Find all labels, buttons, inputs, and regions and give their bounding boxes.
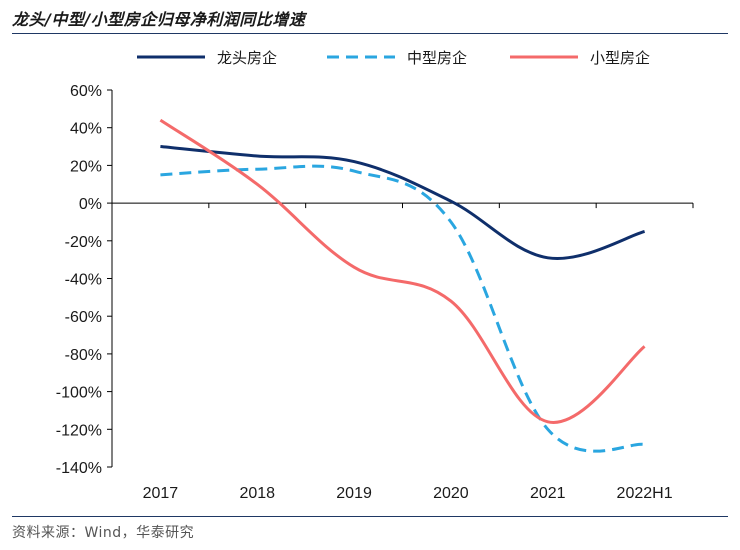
series-line-medium xyxy=(160,164,645,453)
y-tick-label: 60% xyxy=(70,83,102,100)
x-tick-label: 2022H1 xyxy=(617,485,673,502)
y-tick-label: -120% xyxy=(56,422,102,439)
axes: 60% 40% 20% 0% -20% -40% -60% -80% -100% -120% -14… xyxy=(56,83,694,502)
source-note: 资料来源：Wind，华泰研究 xyxy=(12,525,195,541)
legend-label: 小型房企 xyxy=(590,49,650,67)
y-tick-label: -40% xyxy=(65,272,102,289)
x-tick-label: 2018 xyxy=(239,485,275,502)
x-tick-label: 2020 xyxy=(433,485,469,502)
bottom-divider xyxy=(12,516,728,517)
y-tick-label: -60% xyxy=(65,309,102,326)
y-tick-label: 20% xyxy=(70,158,102,175)
chart-title: 龙头/中型/小型房企归母净利润同比增速 xyxy=(12,10,306,29)
series-line-leading xyxy=(160,145,646,261)
y-tick-label: 40% xyxy=(70,121,102,138)
legend-label: 龙头房企 xyxy=(217,49,277,67)
series-lines xyxy=(159,118,646,453)
legend-label: 中型房企 xyxy=(407,49,467,67)
legend: 龙头房企 中型房企 小型房企 xyxy=(137,49,650,67)
x-tick-label: 2021 xyxy=(530,485,566,502)
y-tick-label: -20% xyxy=(65,234,102,251)
y-tick-label: -100% xyxy=(56,385,102,402)
y-tick-label: -80% xyxy=(65,347,102,364)
y-tick-label: -140% xyxy=(56,460,102,477)
x-tick-label: 2017 xyxy=(143,485,179,502)
y-tick-label: 0% xyxy=(79,196,102,213)
x-tick-label: 2019 xyxy=(336,485,372,502)
series-line-small xyxy=(159,118,646,424)
top-divider xyxy=(12,33,728,34)
